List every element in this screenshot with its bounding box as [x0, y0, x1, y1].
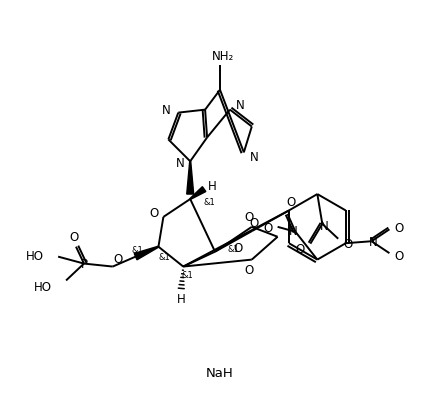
Text: N: N	[162, 104, 171, 117]
Text: &1: &1	[203, 197, 215, 206]
Text: &1: &1	[181, 270, 193, 279]
Text: &1: &1	[228, 245, 240, 254]
Text: HO: HO	[34, 280, 52, 293]
Text: NaH: NaH	[206, 367, 234, 379]
Polygon shape	[190, 187, 206, 200]
Text: N: N	[289, 225, 298, 238]
Text: O: O	[395, 249, 404, 262]
Text: &1: &1	[132, 245, 144, 255]
Text: O: O	[244, 211, 253, 224]
Text: O: O	[296, 243, 305, 256]
Text: N: N	[369, 235, 378, 248]
Polygon shape	[134, 247, 159, 260]
Text: N: N	[236, 99, 244, 112]
Text: N: N	[249, 150, 258, 163]
Text: N: N	[176, 156, 185, 169]
Text: H: H	[208, 179, 217, 192]
Text: O: O	[395, 221, 404, 234]
Text: O: O	[150, 207, 159, 220]
Text: O: O	[69, 231, 79, 244]
Text: O: O	[286, 196, 295, 209]
Text: P: P	[80, 258, 88, 271]
Text: H: H	[177, 292, 186, 305]
Text: N: N	[320, 220, 329, 233]
Text: NH₂: NH₂	[212, 49, 234, 62]
Text: O: O	[263, 222, 272, 235]
Text: O: O	[233, 241, 243, 254]
Text: HO: HO	[26, 249, 44, 262]
Text: O: O	[343, 238, 353, 251]
Text: O: O	[244, 263, 253, 276]
Polygon shape	[187, 162, 194, 194]
Text: O: O	[249, 216, 259, 229]
Text: &1: &1	[159, 252, 170, 262]
Text: O: O	[113, 252, 122, 265]
